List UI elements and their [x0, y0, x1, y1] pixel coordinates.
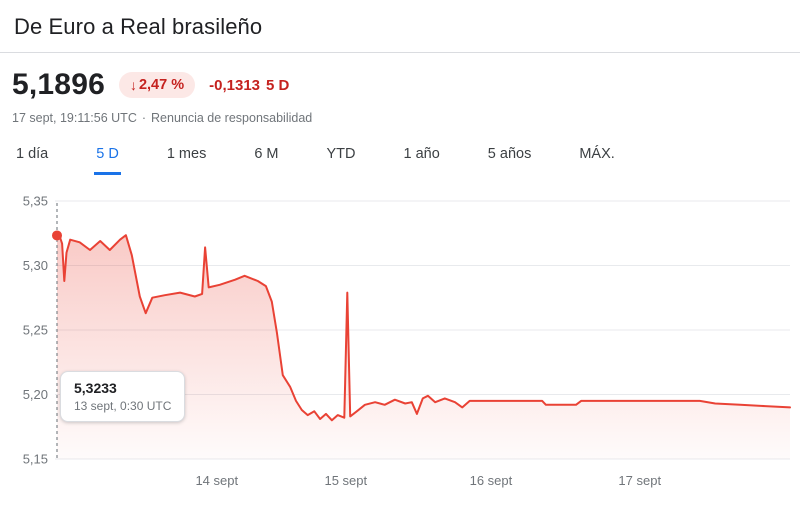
y-axis-label: 5,20	[23, 387, 48, 402]
tab-1-dia[interactable]: 1 día	[16, 146, 49, 162]
change-percent: 2,47 %	[138, 77, 185, 93]
price-row: 5,1896 ↓ 2,47 % -0,1313 5 D	[12, 68, 784, 102]
current-price: 5,1896	[12, 68, 105, 101]
tab-6-m[interactable]: 6 M	[254, 146, 279, 162]
tab-ytd[interactable]: YTD	[326, 146, 356, 162]
change-percent-badge: ↓ 2,47 %	[118, 72, 196, 98]
tooltip-time: 13 sept, 0:30 UTC	[74, 399, 172, 413]
title-divider	[0, 52, 800, 53]
x-axis-label: 14 sept	[195, 473, 238, 488]
y-axis-label: 5,15	[23, 452, 48, 467]
timestamp: 17 sept, 19:11:56 UTC	[12, 111, 137, 125]
tab-5-anos[interactable]: 5 años	[487, 146, 532, 162]
x-axis-label: 17 sept	[618, 473, 661, 488]
tab-max[interactable]: MÁX.	[579, 146, 615, 162]
y-axis-label: 5,30	[23, 258, 48, 273]
quote-section: 5,1896 ↓ 2,47 % -0,1313 5 D 17 sept, 19:…	[0, 53, 800, 125]
x-axis-label: 16 sept	[470, 473, 513, 488]
chart-canvas[interactable]: 5,35 5,30 5,25 5,20 5,15 14 sept 15 sept 16 sep…	[0, 191, 800, 493]
marker-dot	[52, 230, 62, 241]
change-value: -0,1313	[209, 76, 260, 94]
disclaimer-link[interactable]: Renuncia de responsabilidad	[151, 111, 313, 125]
tab-1-ano[interactable]: 1 año	[403, 146, 440, 162]
series-line	[56, 234, 791, 422]
change-period: 5 D	[266, 76, 290, 94]
change-group: -0,1313 5 D	[209, 77, 289, 94]
price-chart[interactable]: 5,35 5,30 5,25 5,20 5,15 14 sept 15 sept 16 sep…	[0, 191, 800, 493]
tooltip-value: 5,3233	[74, 380, 117, 396]
y-axis-label: 5,35	[23, 194, 48, 209]
down-arrow-icon: ↓	[129, 77, 137, 93]
tab-1-mes[interactable]: 1 mes	[166, 146, 207, 162]
dot-separator: ·	[141, 111, 147, 125]
quote-meta: 17 sept, 19:11:56 UTC · Renuncia de resp…	[12, 111, 784, 125]
chart-tooltip: 5,3233 13 sept, 0:30 UTC	[60, 371, 186, 422]
time-range-tabs: 1 día 5 D 1 mes 6 M YTD 1 año 5 años MÁX…	[0, 142, 800, 175]
y-axis-label: 5,25	[23, 323, 48, 338]
tab-5-d[interactable]: 5 D	[94, 142, 121, 175]
series-area	[57, 235, 790, 459]
x-axis-label: 15 sept	[324, 473, 367, 488]
page-title: De Euro a Real brasileño	[14, 14, 263, 39]
title-bar: De Euro a Real brasileño	[0, 0, 800, 52]
